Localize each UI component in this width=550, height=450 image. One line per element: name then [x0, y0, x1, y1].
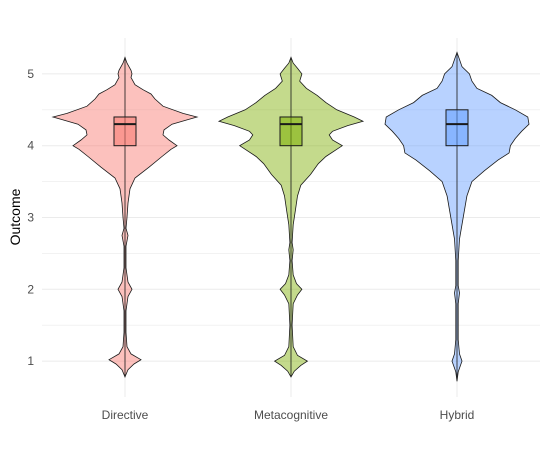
x-tick-label: Hybrid [440, 408, 475, 422]
x-tick-label: Directive [102, 408, 149, 422]
box-iqr [113, 116, 137, 147]
violin-hybrid [384, 51, 530, 382]
y-axis-title: Outcome [7, 188, 23, 245]
violin-directive [51, 56, 199, 378]
box-iqr [279, 116, 303, 147]
y-tick-label: 4 [27, 139, 34, 153]
y-tick-label: 5 [27, 67, 34, 81]
y-tick-label: 3 [27, 211, 34, 225]
x-tick-labels: Directive Metacognitive Hybrid [102, 408, 475, 422]
y-tick-label: 2 [27, 282, 34, 296]
violin-metacognitive [217, 56, 365, 378]
y-tick-label: 1 [27, 354, 34, 368]
box-iqr [445, 109, 469, 147]
y-tick-labels: 1 2 3 4 5 [27, 67, 34, 368]
x-tick-label: Metacognitive [254, 408, 328, 422]
violins [51, 51, 530, 382]
